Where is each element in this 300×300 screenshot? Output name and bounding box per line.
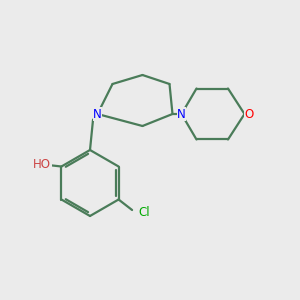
Text: O: O: [244, 107, 253, 121]
Text: N: N: [177, 107, 186, 121]
Text: N: N: [93, 107, 102, 121]
Text: HO: HO: [33, 158, 51, 172]
Text: Cl: Cl: [138, 206, 150, 219]
